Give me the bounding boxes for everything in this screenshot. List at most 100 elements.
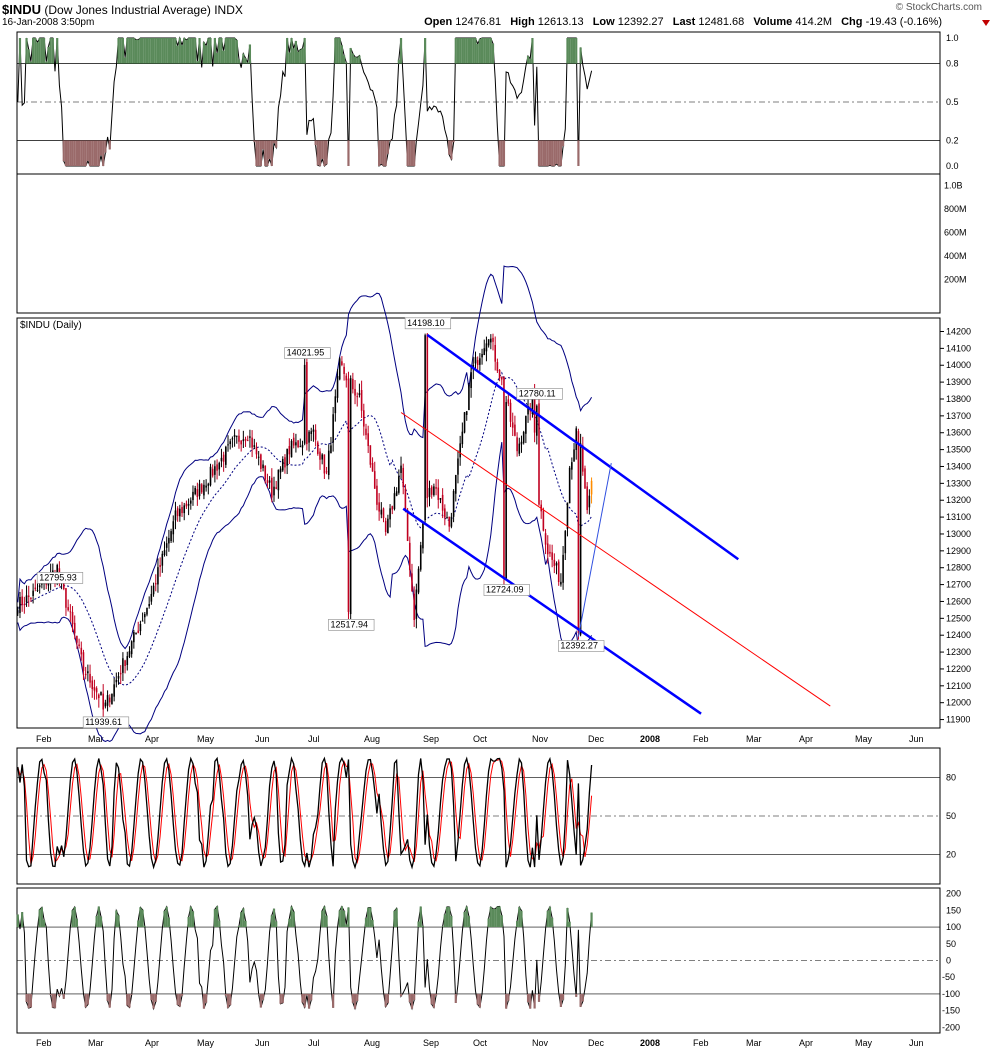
price-candle-body — [406, 509, 409, 541]
osc-overbought-fill — [121, 38, 124, 64]
price-candle-body — [586, 486, 588, 511]
price-ytick-label: 12900 — [946, 546, 971, 556]
osc-oversold-fill — [99, 140, 103, 156]
symbol-title: $INDU (Dow Jones Industrial Average) IND… — [2, 2, 243, 17]
price-candle-body — [95, 688, 98, 693]
price-candle-body — [419, 545, 422, 570]
price-candle-body — [310, 431, 313, 435]
price-candle-body — [395, 491, 398, 496]
osc-oversold-fill — [347, 140, 350, 166]
osc-oversold-fill — [80, 140, 83, 166]
osc-overbought-fill — [340, 45, 343, 64]
price-candle-body — [531, 392, 534, 414]
cci-negative-fill — [478, 993, 481, 1008]
price-candle-body — [16, 612, 19, 614]
cci-positive-fill — [163, 910, 166, 928]
osc-overbought-fill — [189, 38, 192, 64]
cci-negative-fill — [279, 993, 282, 1004]
price-candle-body — [154, 583, 157, 585]
price-candle-body — [157, 567, 159, 585]
cci-negative-fill — [351, 993, 354, 1003]
osc-overbought-fill — [29, 61, 33, 64]
volume-ytick-label: 1.0B — [944, 181, 963, 191]
price-ytick-label: 13400 — [946, 461, 971, 471]
osc-overbought-fill — [470, 38, 473, 64]
price-candle-body — [415, 589, 418, 619]
price-candle-body — [38, 585, 41, 588]
cci-xtick-label: Apr — [145, 1038, 159, 1048]
price-candle-body — [520, 441, 523, 445]
cci-negative-fill — [205, 993, 208, 1003]
panel-frame-price — [16, 317, 941, 729]
osc-overbought-fill — [454, 38, 457, 64]
price-candle-body — [546, 543, 549, 555]
price-candle-body — [312, 429, 315, 432]
osc-overbought-fill — [242, 53, 245, 64]
price-candle-body — [84, 673, 87, 676]
cci-negative-fill — [224, 993, 227, 996]
price-candle-body — [463, 412, 466, 433]
cci-positive-fill — [275, 921, 278, 928]
osc-overbought-fill — [218, 38, 221, 64]
price-xtick-label: 2008 — [640, 734, 660, 744]
cci-positive-fill — [95, 915, 98, 928]
osc-overbought-fill — [579, 47, 582, 64]
price-candle-body — [422, 523, 424, 549]
osc-oversold-fill — [325, 140, 328, 165]
osc-oversold-fill — [84, 140, 87, 166]
cci-positive-fill — [568, 921, 571, 928]
osc-overbought-fill — [487, 38, 490, 64]
osc-overbought-fill — [139, 38, 142, 64]
price-candles — [16, 333, 593, 719]
price-candle-body — [183, 505, 186, 514]
osc-overbought-fill — [345, 62, 348, 64]
osc-oversold-fill — [561, 140, 565, 147]
price-xtick-label: Jun — [255, 734, 270, 744]
cci-positive-fill — [566, 907, 569, 928]
price-candle-body — [557, 561, 560, 583]
osc-oversold-fill — [275, 140, 278, 148]
cci-positive-fill — [494, 908, 497, 928]
price-candle-body — [139, 623, 142, 632]
osc-overbought-fill — [459, 38, 462, 64]
price-candle-body — [408, 542, 411, 571]
osc-oversold-fill — [255, 140, 258, 166]
price-candle-body — [275, 487, 277, 489]
price-candle-body — [360, 390, 363, 411]
osc-overbought-fill — [294, 40, 298, 64]
osc-oversold-fill — [544, 140, 547, 166]
osc-overbought-fill — [483, 38, 486, 64]
stoch-ytick-label: 20 — [946, 849, 956, 859]
price-candle-body — [176, 508, 179, 517]
price-candle-body — [338, 358, 341, 380]
cci-xtick-label: Jul — [308, 1038, 320, 1048]
cci-positive-fill — [75, 918, 79, 928]
osc-oversold-fill — [410, 140, 414, 166]
price-candle-body — [222, 454, 225, 462]
price-candle-body — [498, 369, 501, 379]
price-xtick-label: Nov — [532, 734, 549, 744]
osc-overbought-fill — [25, 38, 28, 64]
cci-positive-fill — [367, 907, 370, 928]
osc-overbought-fill — [213, 38, 216, 64]
osc-overbought-fill — [229, 38, 232, 64]
moving-average — [17, 371, 593, 686]
osc-overbought-fill — [134, 39, 138, 64]
osc-overbought-fill — [246, 62, 249, 64]
cci-xtick-label: Mar — [88, 1038, 104, 1048]
price-candle-body — [343, 366, 345, 374]
cci-positive-fill — [215, 906, 219, 928]
price-candle-body — [487, 339, 490, 346]
cci-positive-fill — [42, 919, 46, 928]
price-candle-body — [290, 440, 293, 458]
price-candle-body — [481, 353, 483, 358]
price-candle-body — [413, 593, 415, 621]
price-candle-body — [398, 476, 400, 493]
price-candle-body — [133, 631, 135, 643]
cci-negative-fill — [533, 993, 536, 1009]
cci-positive-fill — [364, 918, 368, 928]
osc-oversold-fill — [540, 140, 543, 166]
osc-overbought-fill — [205, 45, 208, 64]
osc-overbought-fill — [397, 59, 400, 64]
cci-positive-fill — [463, 911, 466, 928]
